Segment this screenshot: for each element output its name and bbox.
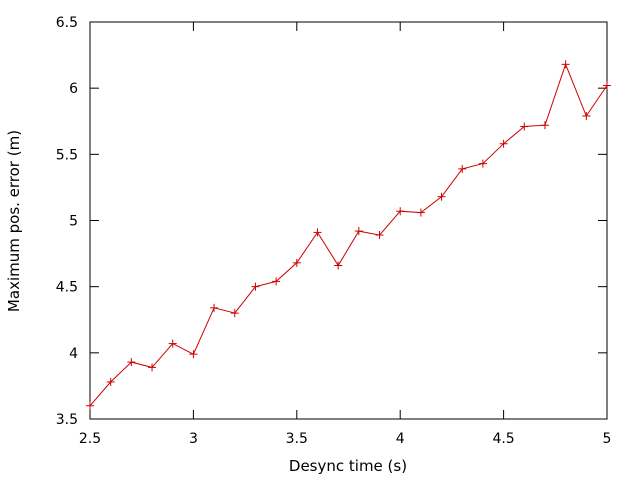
data-point — [582, 111, 591, 120]
x-axis-label: Desync time (s) — [289, 457, 407, 475]
data-point — [86, 401, 94, 410]
data-point — [354, 227, 363, 236]
data-point — [334, 261, 343, 270]
y-axis-label: Maximum pos. error (m) — [5, 130, 23, 312]
x-tick-label: 5 — [603, 431, 612, 447]
x-tick-label: 2.5 — [79, 431, 101, 447]
data-point — [499, 139, 508, 148]
x-tick-label: 4 — [396, 431, 405, 447]
x-tick-label: 3 — [189, 431, 198, 447]
data-point — [106, 377, 115, 386]
data-point — [189, 350, 198, 359]
y-tick-label: 5 — [69, 214, 78, 230]
data-point — [603, 81, 611, 90]
data-point — [520, 122, 529, 131]
data-point — [272, 277, 281, 286]
data-point — [396, 207, 405, 216]
ticks-layer: 2.5 3 3.5 4 4.5 5 3.5 4 4.5 5 5.5 6 6.5 — [56, 15, 612, 447]
x-tick-label: 4.5 — [492, 431, 514, 447]
data-point — [478, 159, 487, 168]
series-line — [89, 62, 608, 407]
y-tick-label: 5.5 — [56, 147, 78, 163]
data-point — [416, 208, 425, 217]
x-tick-label: 3.5 — [286, 431, 308, 447]
y-tick-label: 4.5 — [56, 280, 78, 296]
plot-frame — [89, 21, 608, 420]
data-point — [437, 192, 446, 201]
data-point — [168, 339, 177, 348]
data-point — [127, 358, 136, 367]
data-point — [561, 60, 570, 69]
data-point — [230, 309, 239, 318]
data-point — [458, 164, 467, 173]
series-layer — [86, 60, 611, 410]
data-point — [375, 231, 384, 240]
data-point — [148, 363, 157, 372]
data-point — [251, 282, 260, 291]
data-point — [210, 303, 219, 312]
y-tick-label: 3.5 — [56, 412, 78, 428]
y-tick-label: 6 — [69, 81, 78, 97]
y-tick-label: 4 — [69, 346, 78, 362]
data-point — [313, 228, 322, 237]
y-tick-label: 6.5 — [56, 15, 78, 31]
data-point — [292, 258, 301, 267]
data-point — [540, 121, 549, 130]
